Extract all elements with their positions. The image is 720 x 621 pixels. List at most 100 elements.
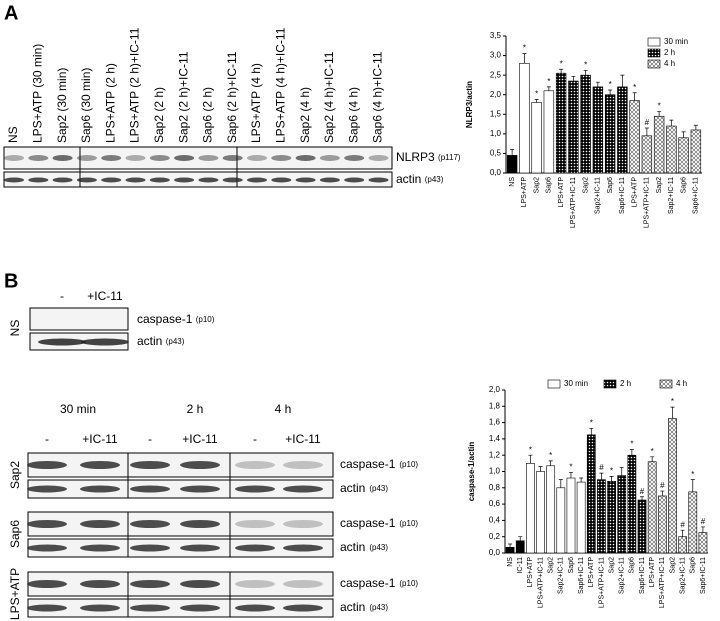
blot-box [3,146,393,170]
x-tick-label: Sap6 [607,177,614,193]
error-bar [670,406,675,419]
error-bar [595,81,600,87]
y-axis-label: caspase-1/actin [467,442,476,502]
band-size: (p43) [166,337,185,346]
annotation: * [523,44,526,53]
y-tick-label: 1,0 [490,129,502,138]
annotation: # [660,481,665,490]
blot-band [28,177,49,183]
error-bar [548,460,553,466]
x-tick-label: Sap6+IC-11 [578,557,585,594]
lane-label: - [45,432,49,446]
blot-band [28,155,49,161]
x-tick-label: Sap6 [546,177,553,193]
error-bar [620,74,625,87]
blot-band [222,177,243,183]
lane-label: +IC-11 [87,289,123,303]
error-bar [534,99,539,103]
error-bar [619,467,624,476]
x-tick-label: IC-11 [517,557,524,574]
row-label: Sap2 [8,461,22,489]
error-bar [568,471,573,479]
lane-label: Sap6 (30 min) [79,68,93,143]
annotation: * [560,59,563,68]
bar [657,495,667,554]
error-bar [629,449,634,456]
bar [647,461,657,554]
blot-band [295,155,316,161]
legend-label: 2 h [664,48,675,57]
blot-band [283,520,323,528]
y-tick-label: 3,5 [490,31,502,40]
error-bar [660,490,665,496]
blot-band [4,155,24,161]
blot-band [130,461,170,469]
blot-band [180,485,220,493]
band-size: (p43) [425,175,444,184]
row-label: LPS+ATP [8,568,22,620]
band-size: (p10) [399,460,418,469]
blot-band [80,520,120,528]
bar [678,536,687,554]
bar [627,454,637,554]
blot-band [235,461,275,469]
band-size: (p117) [438,153,461,162]
error-bar [508,543,513,548]
y-tick-label: 3,0 [490,51,502,60]
x-tick-label: Sap2+IC-11 [679,557,686,594]
blot-band [27,580,67,588]
legend-label: 4 h [676,379,687,388]
error-bar [589,427,594,435]
blot-band [344,155,365,161]
x-tick-label: Sap2+IC-11 [619,557,626,594]
x-tick-label: LPS+ATP [588,557,595,588]
y-axis-label: NLRP3/actin [465,81,474,128]
y-tick-label: 0,4 [489,516,501,525]
blot-band [76,177,97,183]
annotation: * [691,470,694,479]
lane-label: Sap2 (4 h)+IC-11 [322,51,336,143]
time-label: 4 h [275,402,292,416]
x-tick-label: LPS+ATP [631,177,638,208]
bar [556,487,566,554]
annotation: * [633,83,636,92]
error-bar [680,529,685,537]
error-bar [650,456,655,462]
blot-band [130,604,170,612]
bar [668,418,677,554]
legend-label: 2 h [620,379,631,388]
blot-band [198,155,219,161]
error-bar [632,92,637,101]
blot-band [283,544,323,552]
blot-band [80,461,120,469]
bar [617,475,627,554]
blot-band [130,544,170,552]
blot-band [319,155,340,161]
x-tick-label: Sap2 [608,557,615,573]
bar [515,540,525,554]
y-tick-label: 2,0 [490,90,502,99]
bar [666,125,677,174]
band-label: NLRP3 (p117) [396,150,461,164]
legend-swatch [659,379,673,389]
y-tick-label: 1,0 [489,467,501,476]
annotation: * [535,90,538,99]
blot-band [235,520,275,528]
bar [580,74,591,174]
blot-band [52,177,73,183]
annotation: * [590,418,593,427]
band-label: actin (p43) [340,600,388,614]
blot-band [235,485,275,493]
bar [506,155,518,174]
bar [637,499,647,554]
error-bar [583,70,588,76]
bar [586,434,596,554]
panel-label: A [4,2,18,24]
blot-band [283,580,323,588]
annotation: * [651,447,654,456]
error-bar [609,476,614,482]
annotation: # [599,463,604,472]
lane-label: NS [6,126,20,143]
blot-band [180,544,220,552]
